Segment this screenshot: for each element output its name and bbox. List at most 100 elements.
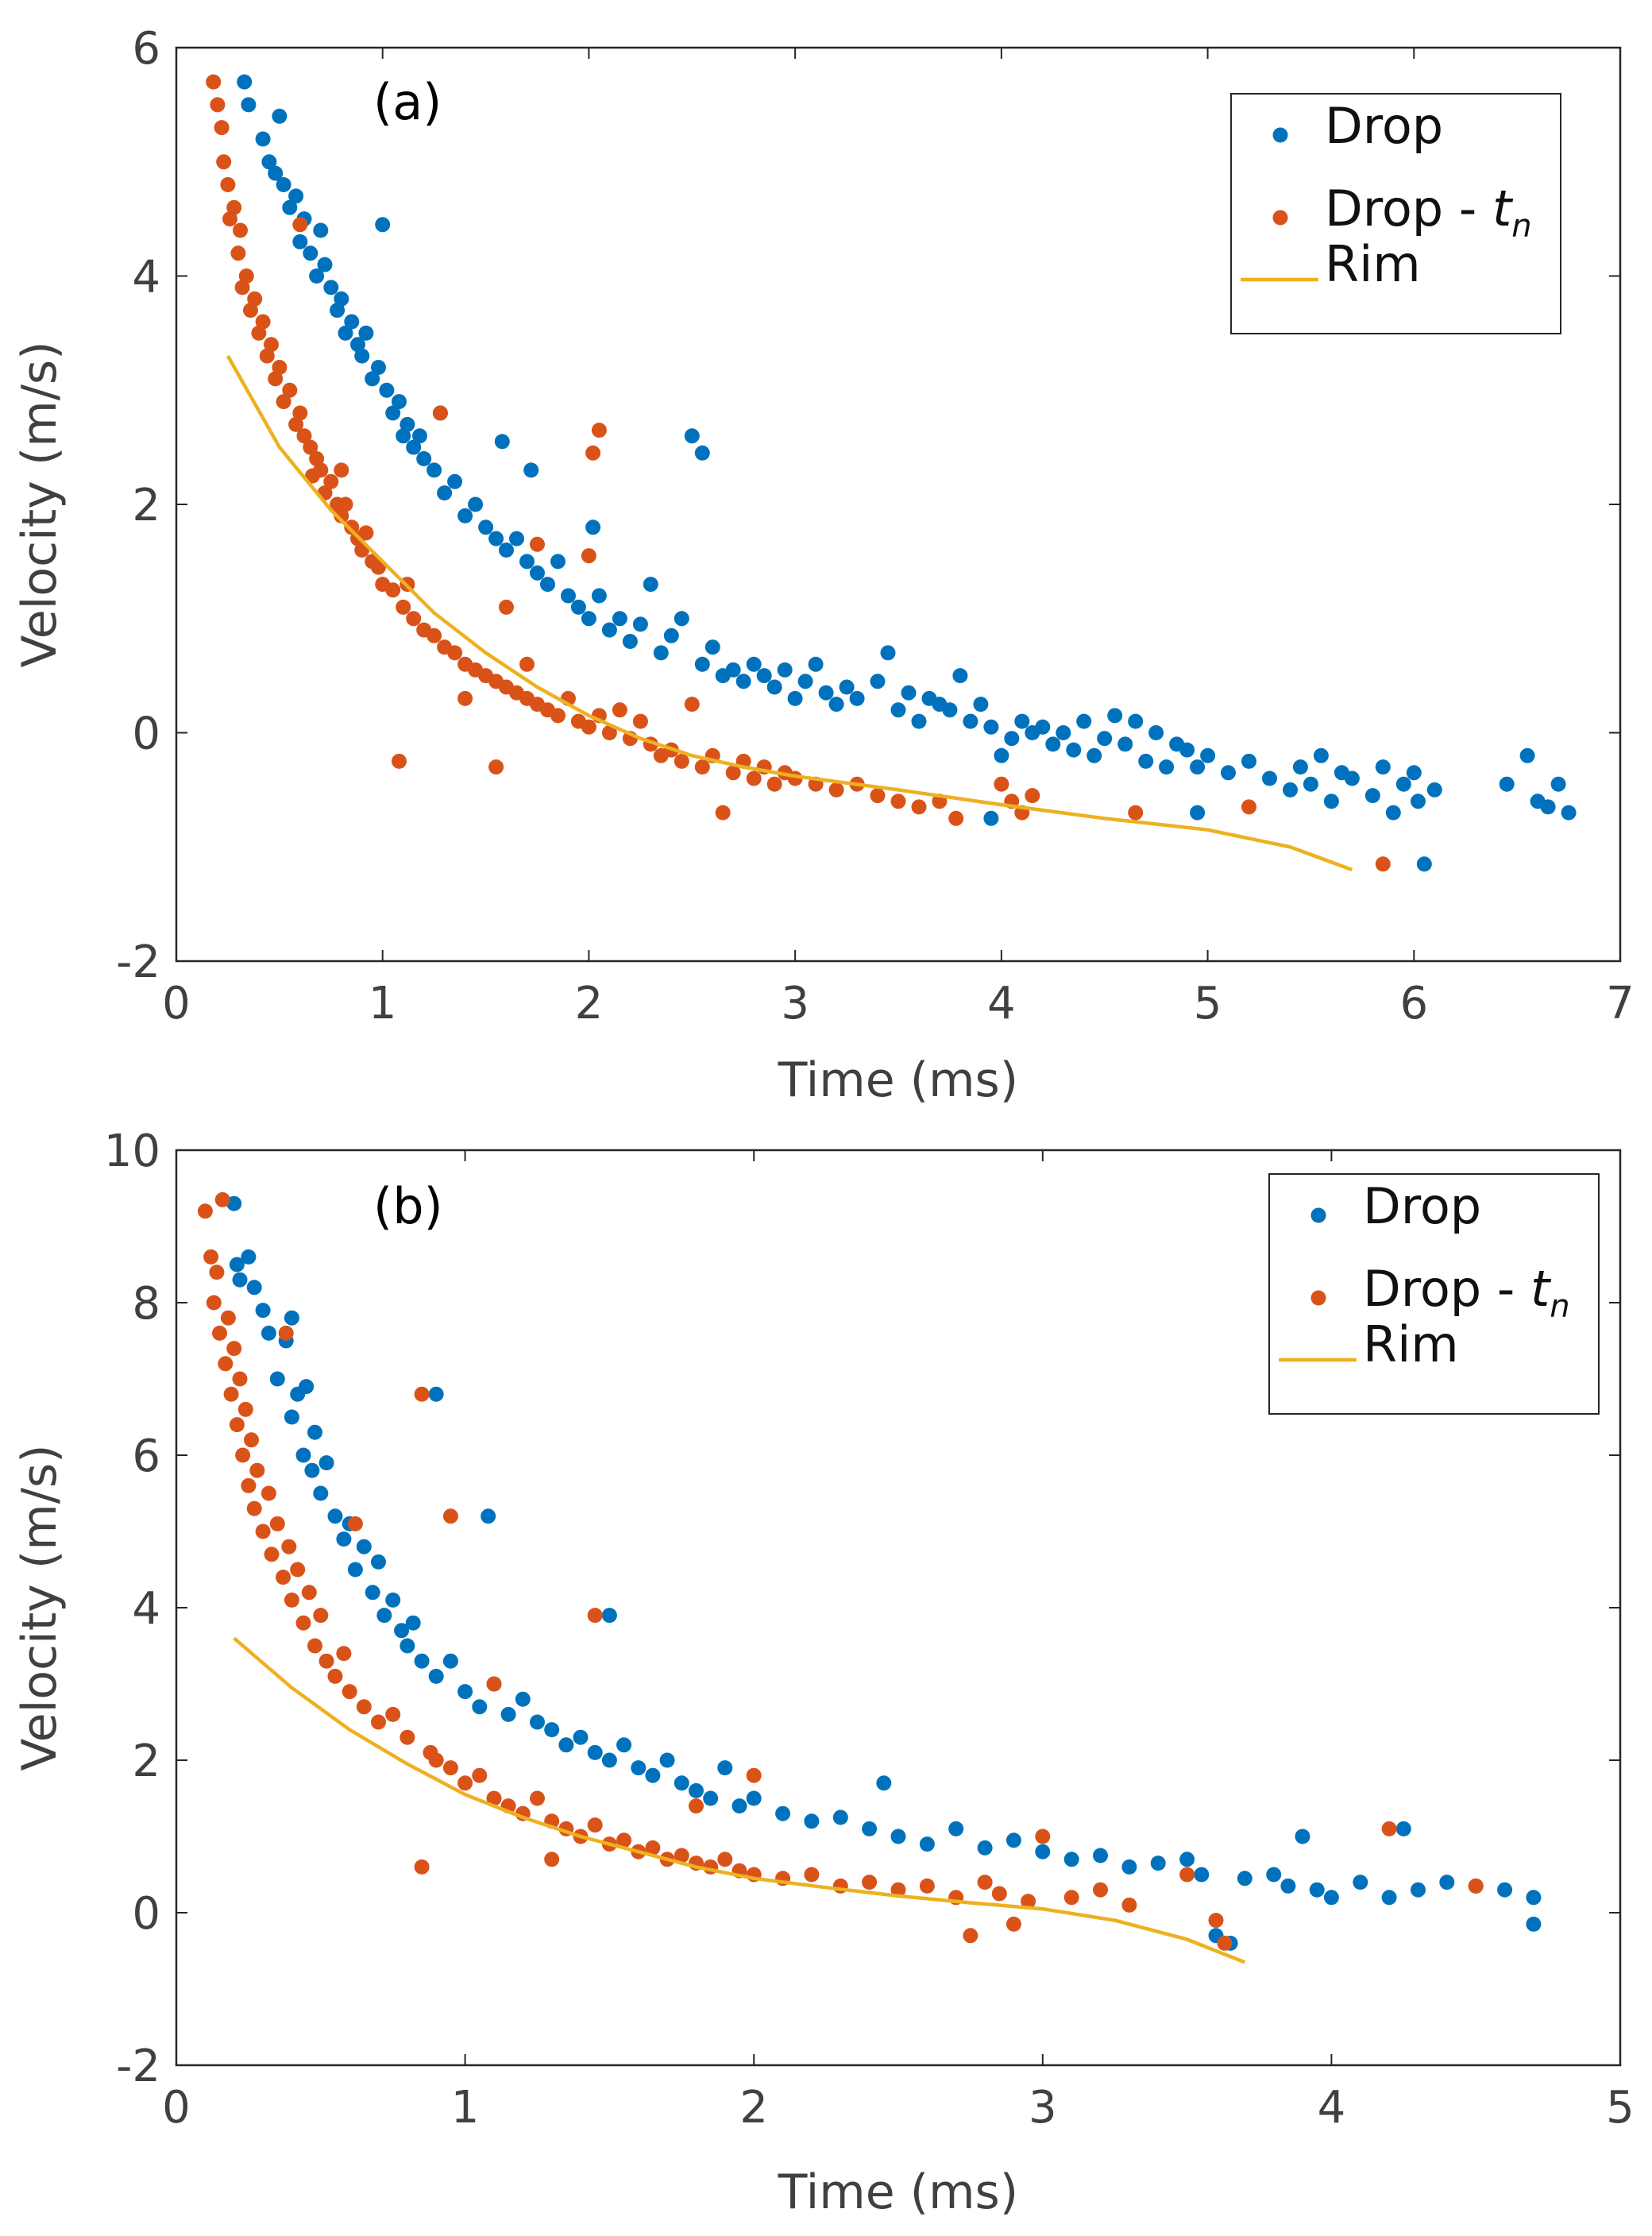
scatter-point-drop bbox=[1107, 708, 1123, 724]
scatter-point-drop-tn bbox=[486, 1676, 502, 1692]
scatter-point-drop-tn bbox=[396, 599, 411, 615]
scatter-point-drop-tn bbox=[281, 1539, 297, 1554]
scatter-point-drop bbox=[601, 1608, 617, 1624]
scatter-point-drop-tn bbox=[689, 1798, 704, 1814]
scatter-point-drop bbox=[376, 1608, 392, 1624]
scatter-point-drop bbox=[735, 674, 751, 689]
scatter-point-drop-tn bbox=[264, 1547, 280, 1562]
scatter-point-drop bbox=[674, 611, 689, 627]
scatter-point-drop bbox=[284, 1409, 299, 1425]
scatter-point-drop-tn bbox=[342, 1684, 357, 1700]
scatter-point-drop bbox=[481, 1508, 496, 1524]
scatter-point-drop-tn bbox=[447, 645, 463, 661]
scatter-point-drop bbox=[347, 1562, 363, 1578]
scatter-point-drop bbox=[622, 634, 638, 649]
scatter-point-drop bbox=[416, 451, 432, 466]
scatter-point-drop bbox=[323, 280, 339, 295]
scatter-point-drop-tn bbox=[1025, 788, 1040, 804]
x-tick-label: 0 bbox=[162, 978, 191, 1029]
y-tick-label: 2 bbox=[132, 480, 160, 531]
scatter-point-drop bbox=[540, 577, 555, 593]
scatter-point-drop bbox=[428, 1668, 444, 1684]
scatter-point-drop bbox=[1561, 805, 1577, 821]
scatter-point-drop-tn bbox=[442, 1760, 458, 1776]
scatter-point-drop bbox=[530, 1714, 545, 1730]
legend-label-drop-tn-sub: n bbox=[1511, 208, 1531, 245]
scatter-point-drop-tn bbox=[214, 1191, 230, 1207]
scatter-point-drop bbox=[1056, 725, 1071, 740]
scatter-point-drop-tn bbox=[220, 177, 236, 192]
scatter-point-drop-tn bbox=[746, 770, 762, 786]
scatter-point-drop bbox=[1323, 1890, 1339, 1906]
scatter-point-drop bbox=[977, 1840, 993, 1856]
scatter-point-drop-tn bbox=[244, 1432, 259, 1448]
scatter-point-drop bbox=[601, 1752, 617, 1768]
scatter-point-drop bbox=[1221, 765, 1236, 781]
scatter-point-drop-tn bbox=[358, 525, 374, 541]
scatter-point-drop-tn bbox=[226, 199, 242, 215]
scatter-point-drop-tn bbox=[216, 154, 232, 170]
scatter-point-drop bbox=[684, 428, 700, 444]
scatter-point-drop bbox=[1540, 799, 1556, 815]
y-tick-label: 6 bbox=[132, 23, 160, 75]
legend-label-drop-tn-var: t bbox=[1492, 180, 1514, 238]
scatter-point-drop-tn bbox=[197, 1203, 213, 1219]
scatter-point-drop bbox=[1148, 725, 1164, 740]
scatter-point-drop-tn bbox=[432, 405, 448, 421]
scatter-point-drop bbox=[1014, 713, 1030, 729]
scatter-point-drop bbox=[334, 291, 349, 307]
scatter-point-drop bbox=[457, 508, 473, 523]
scatter-point-drop-tn bbox=[272, 360, 288, 375]
legend-label-drop-tn: Drop - tn bbox=[1363, 1260, 1570, 1325]
scatter-point-drop bbox=[890, 1829, 906, 1844]
scatter-point-drop bbox=[674, 1775, 689, 1791]
legend-marker-drop-tn bbox=[1272, 210, 1288, 226]
scatter-point-drop bbox=[309, 268, 325, 284]
x-tick-label: 7 bbox=[1606, 978, 1635, 1029]
scatter-point-drop bbox=[1076, 713, 1092, 729]
scatter-point-drop bbox=[442, 1653, 458, 1669]
scatter-point-drop bbox=[983, 810, 999, 826]
scatter-point-drop bbox=[804, 1813, 820, 1829]
scatter-point-drop bbox=[808, 656, 824, 672]
scatter-point-drop-tn bbox=[1217, 1935, 1233, 1951]
scatter-point-drop bbox=[1497, 1882, 1513, 1898]
scatter-point-drop bbox=[509, 531, 524, 546]
scatter-point-drop bbox=[704, 639, 720, 655]
scatter-point-drop bbox=[601, 622, 617, 638]
scatter-point-drop bbox=[725, 662, 741, 678]
scatter-point-drop bbox=[1159, 759, 1175, 775]
scatter-point-drop bbox=[591, 588, 607, 604]
scatter-point-drop bbox=[689, 1782, 704, 1798]
scatter-point-drop bbox=[766, 679, 782, 695]
scatter-point-drop-tn bbox=[499, 599, 514, 615]
scatter-point-drop bbox=[1190, 805, 1206, 821]
scatter-point-drop bbox=[472, 1699, 488, 1715]
scatter-point-drop bbox=[612, 611, 627, 627]
scatter-point-drop-tn bbox=[585, 445, 601, 461]
scatter-point-drop-tn bbox=[486, 1790, 502, 1806]
scatter-point-drop bbox=[358, 325, 374, 341]
scatter-point-drop bbox=[1364, 788, 1380, 804]
legend-label-drop-tn-prefix: Drop - bbox=[1325, 180, 1492, 238]
scatter-point-drop-tn bbox=[550, 708, 565, 724]
scatter-point-drop bbox=[1179, 742, 1195, 758]
scatter-point-drop bbox=[338, 325, 353, 341]
scatter-point-drop-tn bbox=[230, 245, 246, 261]
y-tick-label: 10 bbox=[104, 1126, 160, 1177]
scatter-point-drop bbox=[746, 1790, 762, 1806]
legend-label-drop-tn: Drop - tn bbox=[1325, 180, 1532, 245]
scatter-point-drop-tn bbox=[344, 519, 360, 535]
scatter-point-drop bbox=[232, 1272, 248, 1288]
scatter-point-drop bbox=[394, 1623, 410, 1639]
scatter-point-drop bbox=[272, 108, 288, 124]
scatter-point-drop bbox=[354, 348, 370, 364]
legend-label-drop: Drop bbox=[1363, 1177, 1481, 1235]
scatter-point-drop bbox=[1138, 753, 1154, 769]
scatter-point-drop bbox=[919, 1836, 935, 1852]
scatter-point-drop bbox=[304, 1462, 320, 1478]
legend-marker-drop bbox=[1272, 127, 1288, 143]
scatter-point-drop bbox=[1309, 1882, 1325, 1898]
scatter-point-drop-tn bbox=[243, 303, 258, 319]
scatter-point-drop bbox=[1005, 1832, 1021, 1848]
